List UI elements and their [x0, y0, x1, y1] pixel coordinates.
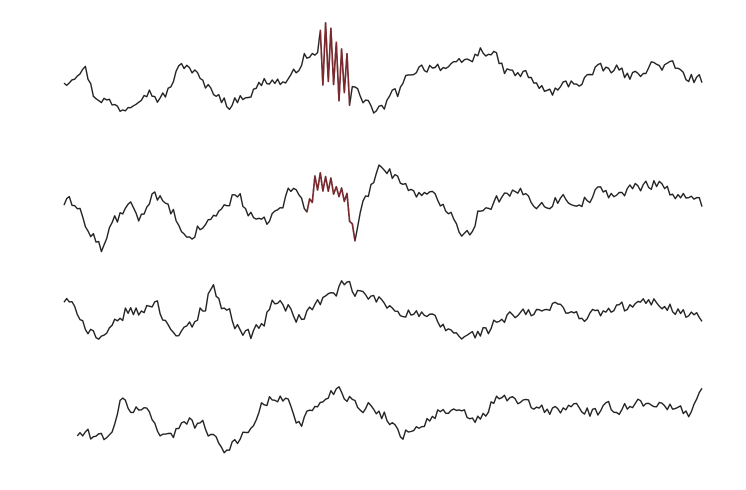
highlighted-segment-1 [319, 22, 351, 106]
waveform-trace-3 [63, 280, 703, 340]
waveform-trace-4 [76, 386, 703, 454]
waveform-trace-2 [63, 164, 703, 253]
waveform-trace-1 [63, 22, 703, 114]
highlighted-segment-2 [306, 172, 356, 242]
